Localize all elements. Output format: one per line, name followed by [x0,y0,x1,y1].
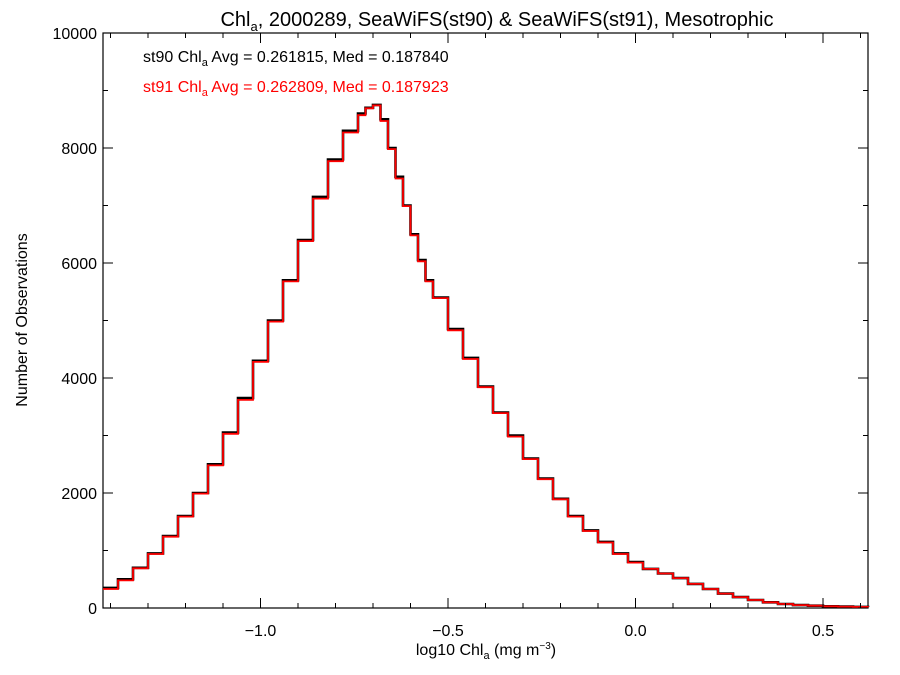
y-tick-label: 6000 [61,256,97,273]
y-tick-label: 2000 [61,486,97,503]
y-tick-label: 10000 [53,26,98,43]
x-tick-label: −1.0 [245,623,277,640]
y-axis-label: Number of Observations [14,233,31,406]
series-st91-trace [103,104,869,608]
x-axis-ticks: −1.0 −0.5 0.0 0.5 [110,33,861,640]
x-axis-label: log10 Chla (mg m−3) [416,641,556,662]
plot-area: −1.0 −0.5 0.0 0.5 0 2000 4000 6000 8000 10000 [53,26,870,640]
plot-frame [102,32,869,609]
histogram-traces [103,103,870,609]
chart-title: Chla, 2000289, SeaWiFS(st90) & SeaWiFS(s… [220,9,773,34]
x-tick-label: −0.5 [432,623,464,640]
legend-annotation-st91: st91 Chla Avg = 0.262809, Med = 0.187923 [143,79,449,99]
x-tick-label: 0.0 [624,623,646,640]
legend-annotation-st90: st90 Chla Avg = 0.261815, Med = 0.187840 [143,49,449,69]
y-tick-label: 8000 [61,141,97,158]
y-tick-label: 4000 [61,371,97,388]
x-tick-label: 0.5 [812,623,834,640]
y-axis-ticks: 0 2000 4000 6000 8000 10000 [53,26,868,618]
y-tick-label: 0 [88,601,97,618]
series-st90-trace [103,103,870,609]
